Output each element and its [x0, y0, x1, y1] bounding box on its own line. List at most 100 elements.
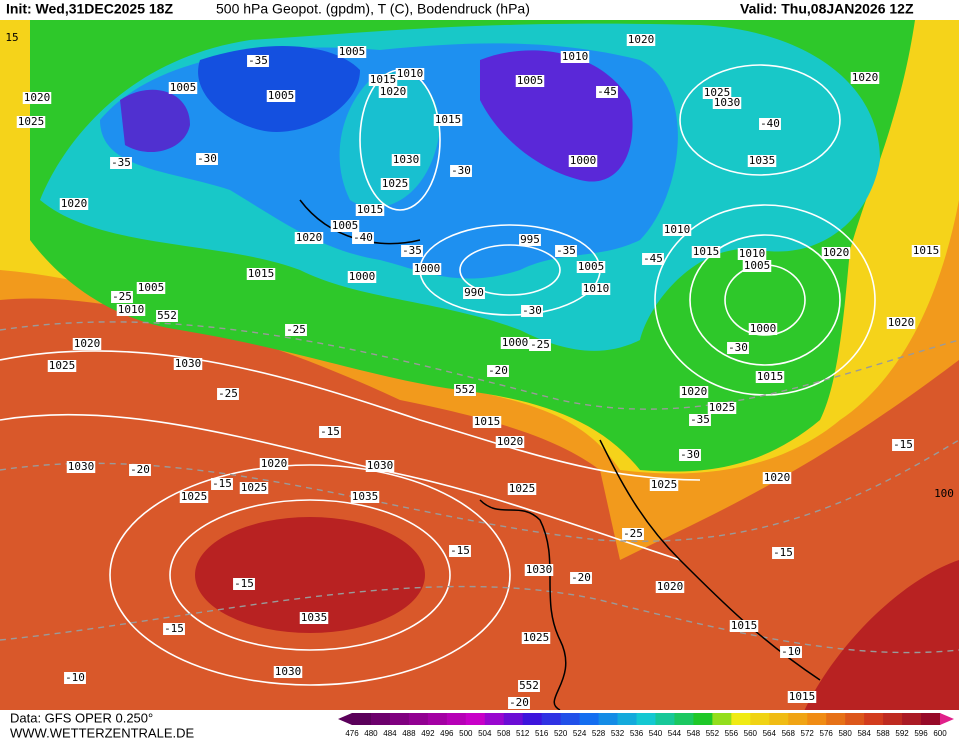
- pressure-label: 1020: [888, 316, 915, 329]
- pressure-label-box: [707, 402, 737, 414]
- pressure-label-box: [702, 87, 732, 99]
- colorbar-segment: [693, 713, 713, 725]
- pressure-label-box: [515, 75, 545, 87]
- pressure-label-box: [168, 82, 198, 94]
- isotherms: [0, 321, 959, 654]
- pressure-label-box: [821, 247, 851, 259]
- high-core: [195, 517, 425, 633]
- pressure-label: 1005: [578, 260, 605, 273]
- pressure-label: 995: [520, 233, 540, 246]
- colorbar-segment: [674, 713, 694, 725]
- pressure-label-box: [787, 691, 817, 703]
- pressure-label-box: [911, 245, 941, 257]
- purple-field-west: [120, 89, 190, 153]
- colorbar-segment: [352, 713, 372, 725]
- pressure-label: 1015: [693, 245, 720, 258]
- colorbar: 476 480 484 488 492 496 500 504 508 512 516 520 524 5…: [338, 713, 954, 738]
- pressure-label-box: [59, 198, 89, 210]
- pressure-label: 1015: [913, 244, 940, 257]
- pressure-label: 1030: [68, 460, 95, 473]
- pressure-label: 1015: [757, 370, 784, 383]
- colorbar-segment: [788, 713, 808, 725]
- pressure-label: 1000: [750, 322, 777, 335]
- pressure-label-box: [350, 491, 380, 503]
- pressure-label: 1005: [138, 281, 165, 294]
- edge-label: 15: [5, 31, 18, 44]
- temperature-label-box: [129, 464, 151, 476]
- pressure-label: 1020: [380, 85, 407, 98]
- colorbar-segment: [408, 713, 429, 725]
- pressure-label: 1020: [681, 385, 708, 398]
- temperature-label-box: [64, 672, 86, 684]
- pressure-label-box: [433, 114, 463, 126]
- pressure-label-box: [500, 337, 530, 349]
- pressure-label: 1020: [852, 71, 879, 84]
- temperature-label-box: [196, 153, 218, 165]
- colorbar-segment: [769, 713, 789, 725]
- temperature-label: -40: [760, 117, 780, 130]
- temperature-label-box: [156, 310, 178, 322]
- temperature-label-box: [780, 646, 802, 658]
- pressure-label: 1000: [570, 154, 597, 167]
- pressure-label-box: [116, 304, 146, 316]
- pressure-label-box: [737, 248, 767, 260]
- pressure-label: 1020: [823, 246, 850, 259]
- valid-text: Valid: Thu,08JAN2026 12Z: [740, 1, 914, 17]
- colorbar-label: 540: [649, 729, 663, 738]
- temperature-label-box: [642, 253, 664, 265]
- pressure-label: 1025: [241, 481, 268, 494]
- colorbar-label: 536: [630, 729, 644, 738]
- colorbar-label: 596: [914, 729, 928, 738]
- colorbar-segment: [712, 713, 732, 725]
- pressure-label-box: [472, 416, 502, 428]
- colorbar-label: 568: [782, 729, 796, 738]
- temperature-label: -15: [773, 546, 793, 559]
- temperature-label: -40: [353, 231, 373, 244]
- pressure-label: 1025: [709, 401, 736, 414]
- pressure-label: 1020: [628, 33, 655, 46]
- temperature-label: -25: [530, 338, 550, 351]
- colorbar-label: 504: [478, 729, 492, 738]
- footer-data: Data: GFS OPER 0.250°: [10, 710, 153, 725]
- pressure-label: 1015: [731, 619, 758, 632]
- temperature-label: -30: [728, 341, 748, 354]
- colorbar-label: 528: [592, 729, 606, 738]
- pressure-label-box: [581, 283, 611, 295]
- pressure-label-box: [626, 34, 656, 46]
- pressure-label-box: [560, 51, 590, 63]
- colorbar-label: 488: [402, 729, 416, 738]
- pressure-label-box: [355, 204, 385, 216]
- colorbar-segment: [845, 713, 865, 725]
- pressure-label: 1020: [74, 337, 101, 350]
- pressure-label-box: [66, 461, 96, 473]
- pressure-label-box: [22, 92, 52, 104]
- temperature-label: -25: [286, 323, 306, 336]
- pressure-label: 1035: [301, 611, 328, 624]
- pressure-label: 1025: [18, 115, 45, 128]
- temperature-label-box: [727, 342, 749, 354]
- colorbar-segment: [484, 713, 505, 725]
- pressure-label-box: [72, 338, 102, 350]
- temperature-label-box: [110, 157, 132, 169]
- colorbar-label: 548: [687, 729, 701, 738]
- temperature-label-box: [521, 305, 543, 317]
- temperature-label: -20: [130, 463, 150, 476]
- pressure-label-box: [662, 224, 692, 236]
- pressure-label-box: [519, 234, 541, 246]
- temperature-label: -35: [111, 156, 131, 169]
- title-text: 500 hPa Geopot. (gpdm), T (C), Bodendruc…: [216, 1, 530, 17]
- colorbar-segment: [750, 713, 770, 725]
- pressure-label-box: [679, 386, 709, 398]
- temperature-label: 552: [455, 383, 475, 396]
- pressure-label: 1020: [261, 457, 288, 470]
- pressure-label: 1025: [523, 631, 550, 644]
- pressure-label-box: [16, 116, 46, 128]
- pressure-label: 1020: [764, 471, 791, 484]
- temperature-label-box: [111, 291, 133, 303]
- pressure-label: 1020: [61, 197, 88, 210]
- colorbar-label: 512: [516, 729, 530, 738]
- pressure-label-box: [748, 323, 778, 335]
- pressure-label-box: [850, 72, 880, 84]
